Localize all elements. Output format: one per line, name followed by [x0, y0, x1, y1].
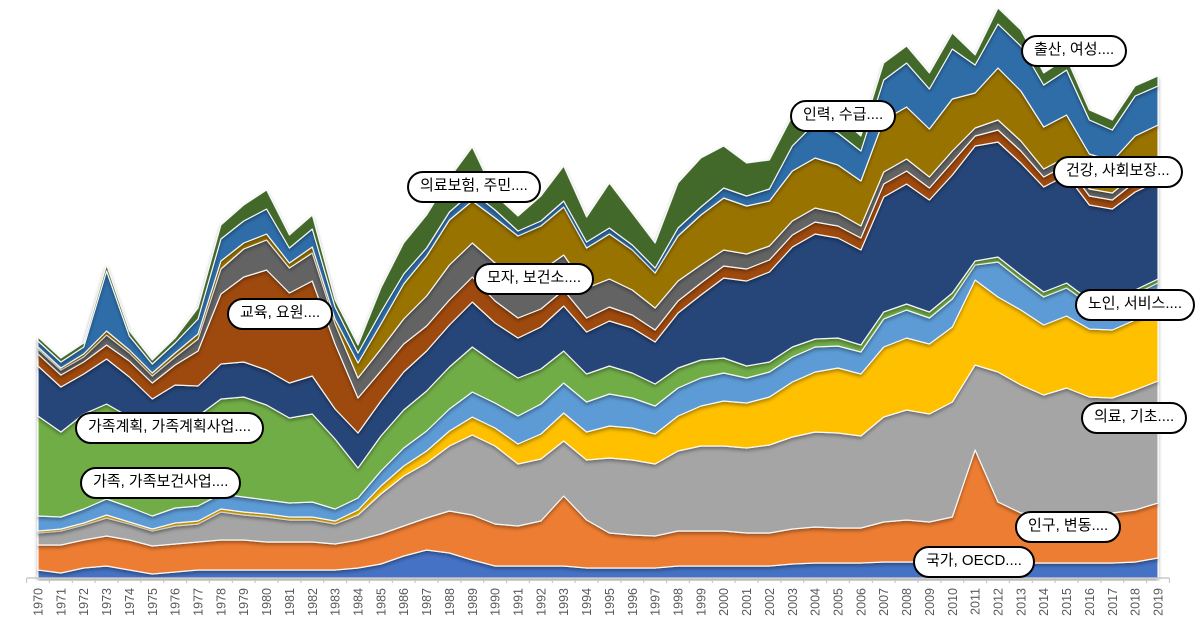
x-axis-label-1996: 1996 — [626, 588, 640, 616]
x-axis-label-1999: 1999 — [694, 588, 708, 616]
x-axis-label-2001: 2001 — [740, 588, 754, 616]
x-axis-label-1971: 1971 — [54, 588, 68, 616]
x-axis-label-1979: 1979 — [237, 588, 251, 616]
x-axis-label-2007: 2007 — [877, 588, 891, 616]
series-callout-3[interactable]: 의료, 기초.... — [1081, 402, 1188, 434]
x-axis-label-1978: 1978 — [214, 588, 228, 616]
x-axis-label-2008: 2008 — [900, 588, 914, 616]
series-callout-5[interactable]: 가족, 가족보건사업.... — [80, 467, 242, 499]
x-axis-label-1974: 1974 — [123, 588, 137, 616]
series-callout-7[interactable]: 건강, 사회보장... — [1053, 156, 1183, 188]
x-axis-label-1988: 1988 — [443, 588, 457, 616]
x-axis-label-1997: 1997 — [649, 588, 663, 616]
x-axis-label-2018: 2018 — [1129, 588, 1143, 616]
series-callout-10[interactable]: 의료보험, 주민.... — [407, 171, 541, 203]
x-axis-label-1984: 1984 — [352, 588, 366, 616]
series-callout-6[interactable]: 가족계획, 가족계획사업.... — [75, 412, 265, 444]
x-axis-label-1995: 1995 — [603, 588, 617, 616]
x-axis-label-2005: 2005 — [832, 588, 846, 616]
series-callout-12[interactable]: 출산, 여성.... — [1021, 35, 1128, 67]
x-axis-label-1987: 1987 — [420, 588, 434, 616]
x-axis-label-2003: 2003 — [786, 588, 800, 616]
series-callout-1[interactable]: 국가, OECD.... — [913, 546, 1035, 578]
x-axis-label-1976: 1976 — [169, 588, 183, 616]
x-axis-label-1989: 1989 — [466, 588, 480, 616]
x-axis-label-1981: 1981 — [283, 588, 297, 616]
x-axis-label-1975: 1975 — [146, 588, 160, 616]
x-axis-label-2012: 2012 — [992, 588, 1006, 616]
series-callout-2[interactable]: 인구, 변동.... — [1015, 511, 1122, 543]
series-callout-11[interactable]: 인력, 수급.... — [790, 100, 897, 132]
x-axis-label-1973: 1973 — [100, 588, 114, 616]
x-axis-label-2013: 2013 — [1014, 588, 1028, 616]
x-axis-label-1980: 1980 — [260, 588, 274, 616]
x-axis-label-2019: 2019 — [1152, 588, 1166, 616]
x-axis-label-1983: 1983 — [329, 588, 343, 616]
x-axis-label-2006: 2006 — [854, 588, 868, 616]
x-axis-label-2002: 2002 — [763, 588, 777, 616]
x-axis-label-1970: 1970 — [32, 588, 46, 616]
area-series-12[interactable] — [37, 7, 1159, 365]
x-axis-label-1998: 1998 — [672, 588, 686, 616]
x-axis-label-1972: 1972 — [77, 588, 91, 616]
series-callout-4[interactable]: 노인, 서비스.... — [1075, 289, 1196, 321]
x-axis-label-1994: 1994 — [580, 588, 594, 616]
x-axis-label-1992: 1992 — [534, 588, 548, 616]
x-axis-label-1977: 1977 — [192, 588, 206, 616]
x-axis-label-1991: 1991 — [512, 588, 526, 616]
x-axis-label-2009: 2009 — [923, 588, 937, 616]
x-axis-label-2014: 2014 — [1037, 588, 1051, 616]
x-axis-label-1993: 1993 — [557, 588, 571, 616]
x-axis-label-2004: 2004 — [809, 588, 823, 616]
series-callout-8[interactable]: 교육, 요원.... — [227, 298, 334, 330]
x-axis-label-1985: 1985 — [374, 588, 388, 616]
x-axis-label-1986: 1986 — [397, 588, 411, 616]
x-axis-label-2016: 2016 — [1083, 588, 1097, 616]
x-axis-label-1990: 1990 — [489, 588, 503, 616]
x-axis-label-2015: 2015 — [1060, 588, 1074, 616]
x-axis-label-2017: 2017 — [1106, 588, 1120, 616]
x-axis-label-2000: 2000 — [717, 588, 731, 616]
x-axis-label-2010: 2010 — [946, 588, 960, 616]
x-axis-label-2011: 2011 — [969, 588, 983, 615]
series-callout-9[interactable]: 모자, 보건소.... — [474, 263, 595, 295]
x-axis-label-1982: 1982 — [306, 588, 320, 616]
